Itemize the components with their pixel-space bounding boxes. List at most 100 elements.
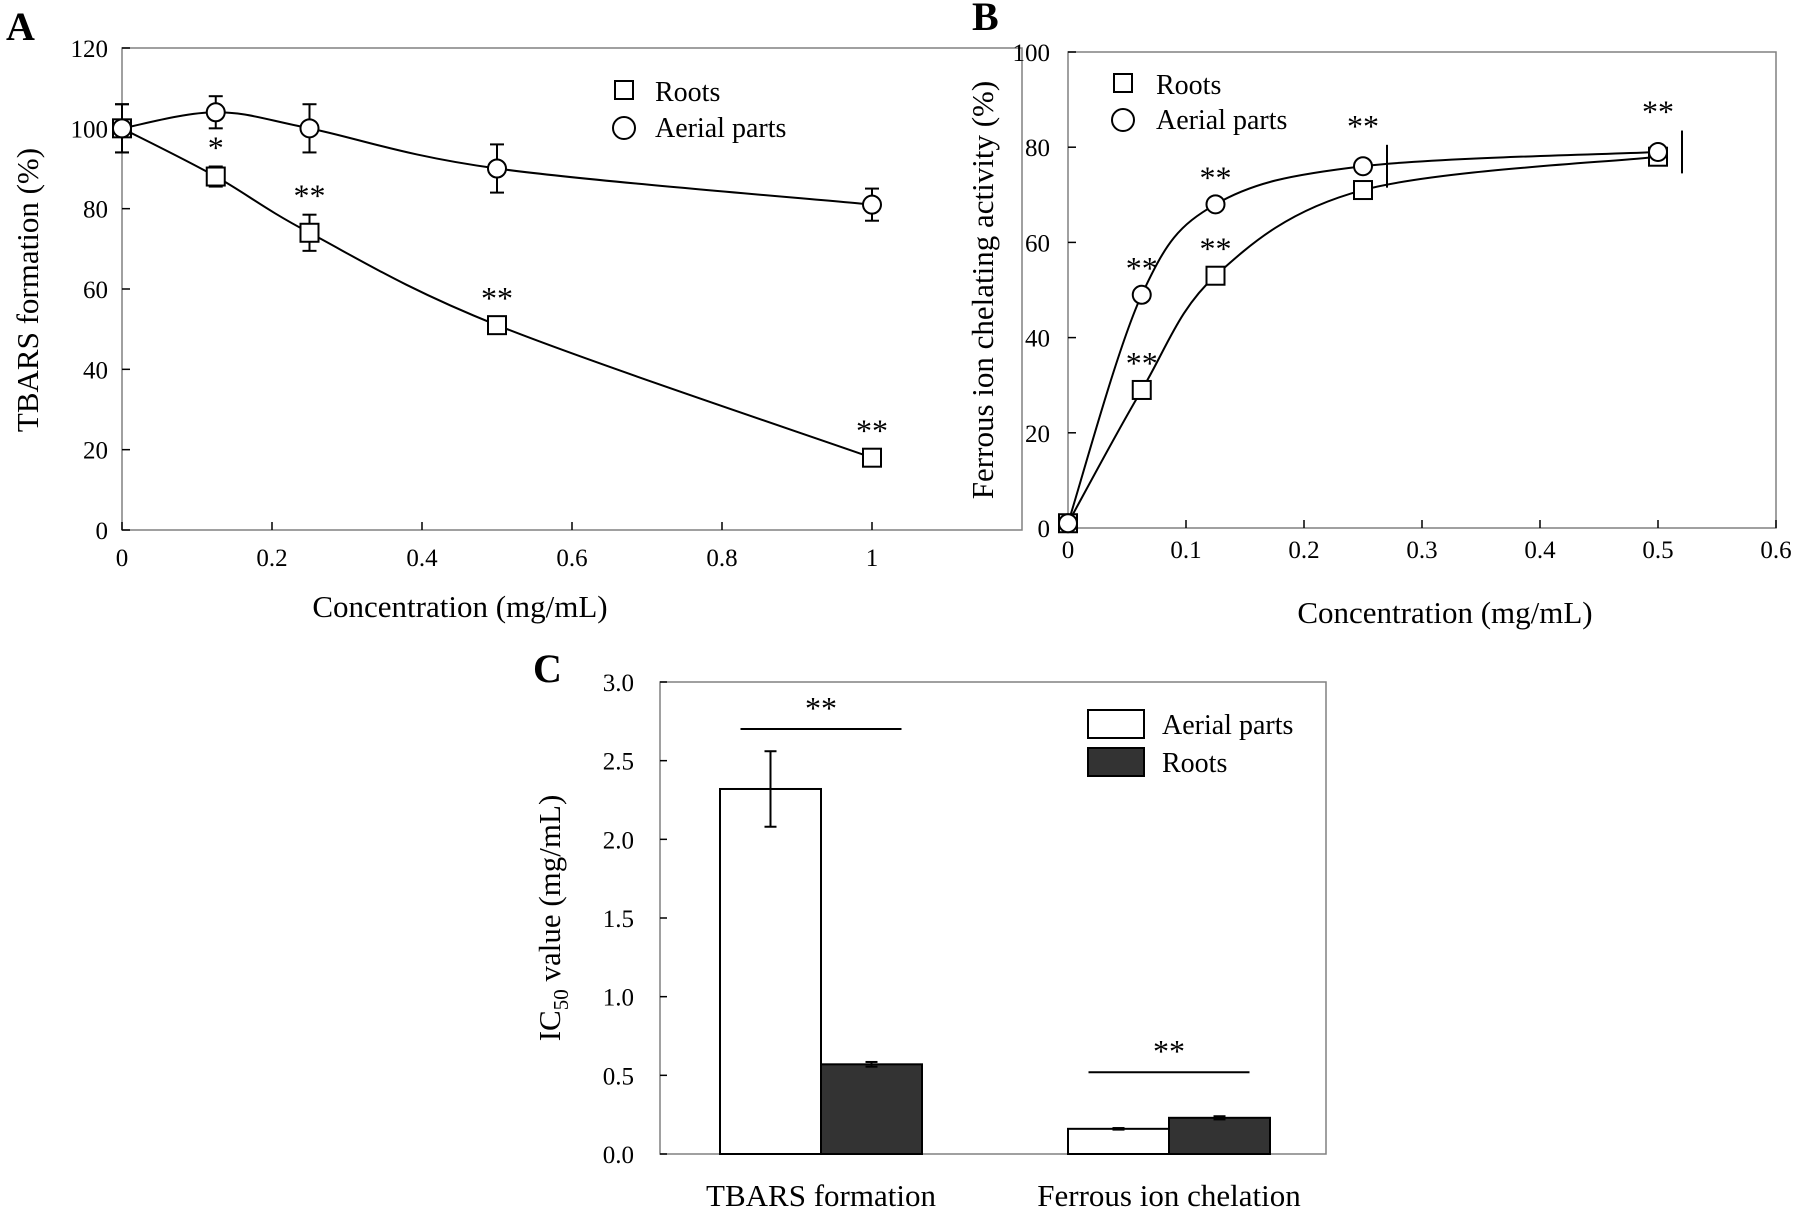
panel-a-x-tick-label: 0.2: [256, 545, 287, 572]
panel-c-y-axis-title-subscript: 50: [549, 989, 573, 1010]
panel-b-y-tick-label: 40: [1025, 326, 1050, 353]
panel-b-x-axis-title: Concentration (mg/mL): [1297, 595, 1592, 630]
panel-b-roots-significance-label: **: [1200, 231, 1232, 267]
panel-c-legend: Aerial parts Roots: [1087, 709, 1293, 779]
panel-b: B Concentration (mg/mL) Ferrous ion chel…: [965, 0, 1792, 630]
panel-b-y-tick-label: 0: [1038, 516, 1051, 543]
panel-b-y-axis-title: Ferrous ion chelating activity (%): [965, 81, 1000, 499]
panel-a-legend-circle-icon: [612, 116, 636, 140]
panel-b-y-tick-label: 60: [1025, 230, 1050, 257]
panel-a-roots-significance-label: **: [294, 178, 326, 214]
panel-a-y-tick-label: 80: [83, 197, 108, 224]
panel-a-aerial-point: [487, 158, 507, 179]
panel-b-aerial-significance-label: **: [1126, 250, 1158, 286]
panel-b-aerial-point: [1131, 284, 1152, 305]
panel-b-y-tick-label: 80: [1025, 135, 1050, 162]
panel-a-x-tick-label: 0.8: [706, 545, 737, 572]
panel-c-y-tick-label: 0.0: [603, 1142, 634, 1169]
panel-a-aerial-point: [112, 118, 132, 139]
panel-c-category-label: Ferrous ion chelation: [1037, 1178, 1301, 1209]
panel-c-bar-aerial: [719, 787, 822, 1156]
panel-b-aerial-point: [1648, 141, 1668, 162]
panel-b-roots-significance-label: **: [1126, 345, 1158, 381]
panel-a-legend: Roots Aerial parts: [612, 77, 786, 144]
panel-b-legend: Roots Aerial parts: [1111, 70, 1287, 136]
panel-a-y-tick-label: 20: [83, 438, 108, 465]
panel-c-y-axis-title-rest: value (mg/mL): [532, 795, 567, 990]
panel-c-y-axis-title-main: IC: [532, 1010, 567, 1041]
panel-c-y-tick-label: 2.5: [603, 749, 634, 776]
panel-c-bar-roots: [820, 1063, 923, 1155]
panel-b-y-tick-label: 20: [1025, 421, 1050, 448]
panel-a-roots-significance-label: **: [481, 280, 513, 316]
panel-a-roots-point: [862, 447, 882, 468]
panel-c-marks: ** **: [719, 690, 1271, 1156]
panel-c-legend-roots: Roots: [1162, 748, 1227, 779]
panel-a-y-tick-label: 0: [96, 518, 109, 545]
panel-c-legend-aerial-parts: Aerial parts: [1162, 710, 1293, 741]
panel-b-roots-series-line: [1067, 155, 1659, 524]
panel-a-x-tick-label: 0: [116, 545, 129, 572]
panel-b-aerial-point: [1205, 194, 1226, 215]
panel-a-y-tick-label: 60: [83, 277, 108, 304]
panel-b-ticks: 0 0.1 0.2 0.3 0.4 0.5 0.6 0 20 40 60 80 100: [1013, 40, 1792, 564]
panel-a-plot-frame: [121, 47, 1023, 531]
panel-a-y-tick-label: 40: [83, 357, 108, 384]
panel-c-legend-roots-swatch: [1087, 747, 1145, 777]
panel-b-x-tick-label: 0.3: [1406, 537, 1437, 564]
panel-b-legend-square-icon: [1113, 73, 1133, 93]
panel-a-marks: *******: [112, 95, 888, 468]
panel-a-y-axis-title: TBARS formation (%): [10, 148, 45, 432]
panel-a-y-tick-label: 100: [71, 116, 109, 143]
panel-a-roots-significance-label: **: [856, 413, 888, 449]
panel-b-aerial-point: [1058, 513, 1078, 534]
panel-c-significance-label: **: [1153, 1033, 1185, 1069]
panel-a-legend-square-icon: [614, 80, 634, 100]
panel-c-ticks: 0.0 0.5 1.0 1.5 2.0 2.5 3.0 TBARS formation Ferr…: [603, 670, 1301, 1209]
panel-c-y-axis-title: IC50 value (mg/mL): [532, 795, 573, 1042]
panel-b-x-tick-label: 0.6: [1760, 537, 1791, 564]
panel-b-legend-aerial-parts: Aerial parts: [1156, 105, 1287, 136]
panel-b-aerial-significance-label: **: [1347, 108, 1379, 144]
panel-a-aerial-point: [862, 194, 882, 215]
panel-a-x-tick-label: 1: [866, 545, 879, 572]
panel-a-roots-point: [299, 222, 320, 243]
panel-c-y-tick-label: 1.5: [603, 906, 634, 933]
panel-a: A Concentration (mg/mL) TBARS formation …: [6, 4, 1023, 624]
panel-c-y-tick-label: 0.5: [603, 1063, 634, 1090]
panel-a-roots-significance-label: *: [208, 129, 224, 165]
panel-b-letter: B: [972, 0, 999, 39]
panel-a-roots-point: [205, 166, 226, 187]
panel-b-roots-point: [1353, 180, 1373, 201]
panel-c-letter: C: [533, 646, 562, 691]
panel-a-legend-aerial-parts: Aerial parts: [655, 113, 786, 144]
panel-c-category-label: TBARS formation: [706, 1178, 936, 1209]
panel-b-legend-circle-icon: [1111, 108, 1135, 132]
panel-b-x-tick-label: 0.5: [1642, 537, 1673, 564]
panel-b-x-tick-label: 0.4: [1524, 537, 1556, 564]
panel-a-y-tick-label: 120: [71, 36, 109, 63]
panel-a-legend-roots: Roots: [655, 77, 720, 108]
panel-c-y-tick-label: 1.0: [603, 985, 634, 1012]
panel-a-roots-series-line: [121, 127, 873, 459]
panel-a-x-tick-label: 0.4: [406, 545, 438, 572]
panel-c-y-tick-label: 2.0: [603, 827, 634, 854]
panel-c: C IC50 value (mg/mL) Aerial parts Roots …: [532, 646, 1327, 1209]
panel-b-marks: ** ** ** ** ** **: [1058, 94, 1683, 534]
panel-b-x-tick-label: 0.2: [1288, 537, 1319, 564]
panel-a-letter: A: [6, 4, 35, 49]
panel-b-aerial-significance-label: **: [1200, 159, 1232, 195]
panel-c-bar-roots: [1168, 1116, 1271, 1156]
panel-a-x-tick-label: 0.6: [556, 545, 587, 572]
panel-c-significance-label: **: [805, 690, 837, 726]
panel-b-roots-point: [1131, 379, 1152, 400]
panel-b-y-tick-label: 100: [1013, 40, 1051, 67]
panel-b-x-tick-label: 0: [1062, 537, 1075, 564]
panel-a-roots-point: [487, 315, 507, 336]
panel-c-y-tick-label: 3.0: [603, 670, 634, 697]
panel-b-x-tick-label: 0.1: [1170, 537, 1201, 564]
panel-b-aerial-significance-label: **: [1642, 94, 1674, 130]
panel-c-bar-aerial: [1067, 1127, 1170, 1155]
panel-b-aerial-point: [1353, 156, 1373, 177]
